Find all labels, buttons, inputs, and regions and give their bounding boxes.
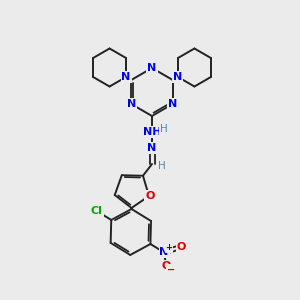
Text: O: O <box>177 242 186 252</box>
Text: NH: NH <box>143 127 161 137</box>
Text: N: N <box>173 72 183 82</box>
Text: Cl: Cl <box>91 206 103 216</box>
Text: −: − <box>167 265 175 275</box>
Text: H: H <box>160 124 168 134</box>
Text: N: N <box>127 99 136 109</box>
Text: N: N <box>147 143 157 153</box>
Text: N: N <box>122 72 130 82</box>
Text: +: + <box>166 243 172 252</box>
Text: N: N <box>147 63 157 73</box>
Text: O: O <box>161 261 171 271</box>
Text: N: N <box>160 248 169 257</box>
Text: O: O <box>145 191 154 201</box>
Text: H: H <box>158 161 166 171</box>
Text: N: N <box>168 99 177 109</box>
